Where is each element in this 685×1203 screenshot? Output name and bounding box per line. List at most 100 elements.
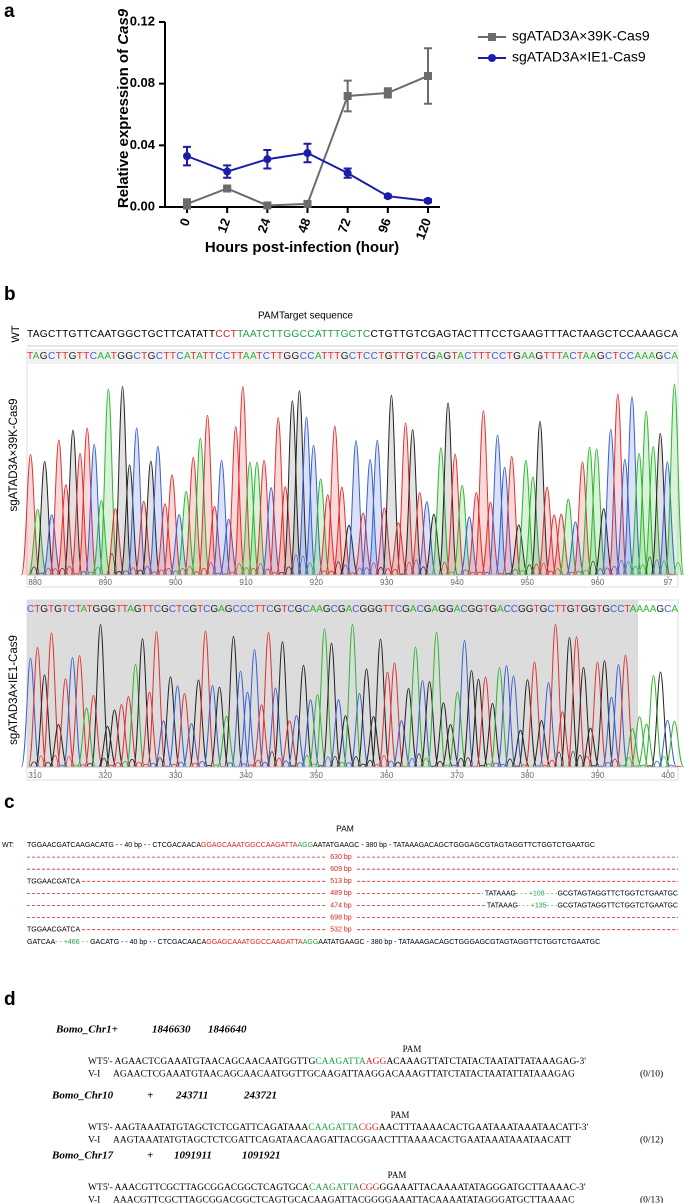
wt-label: WT <box>88 1123 103 1133</box>
base: A <box>316 604 323 615</box>
secondary-peak <box>475 571 484 576</box>
base: T <box>613 351 619 362</box>
peak <box>233 386 253 576</box>
target-label: Target sequence <box>279 311 353 322</box>
peak <box>629 452 649 576</box>
gap-bg <box>326 889 356 898</box>
base: C <box>417 604 424 615</box>
segment: CAAGATTA <box>308 1123 359 1133</box>
legend-marker <box>488 33 496 41</box>
base: T <box>111 351 117 362</box>
peak-fill <box>601 429 620 575</box>
base: A <box>454 604 461 615</box>
panel-label: a <box>4 1 15 22</box>
secondary-peak <box>373 764 381 768</box>
peak-fill <box>198 415 217 575</box>
locus-header: Bomo_Chr10 <box>51 1090 114 1102</box>
secondary-peak <box>122 570 130 576</box>
base: G <box>438 604 446 615</box>
peak <box>503 675 524 768</box>
segment: AATATGAAGC - 380 bp - TATAAAGACAGCTGGGAG… <box>313 842 595 849</box>
base: T <box>575 604 581 615</box>
base: G <box>518 604 526 615</box>
peak-fill <box>580 447 599 575</box>
peak <box>517 679 538 768</box>
peak <box>146 631 167 768</box>
secondary-peak <box>142 763 150 768</box>
peak-fill <box>120 464 139 575</box>
secondary-peak <box>30 566 39 576</box>
marker <box>424 196 432 205</box>
peak <box>454 639 475 768</box>
peak-fill <box>651 433 670 575</box>
x-tick-label: 12 <box>214 216 233 235</box>
peak <box>565 521 586 576</box>
base: G <box>367 604 375 615</box>
base: T <box>77 351 83 362</box>
base: C <box>287 604 294 615</box>
wt-label: WT <box>88 1183 103 1193</box>
trace-tick-label: 930 <box>380 578 394 587</box>
base: T <box>452 351 458 362</box>
peak <box>363 716 384 768</box>
peak <box>279 720 300 768</box>
peak-fill <box>566 521 585 575</box>
base: C <box>605 351 612 362</box>
peak-fill <box>219 519 238 575</box>
secondary-peak <box>618 764 626 768</box>
base: C <box>90 351 97 362</box>
peak-fill <box>552 514 571 575</box>
segment: 5'- AGAACTCGAAATGTAACAGCAACAATGGTTG <box>103 1057 315 1067</box>
base: G <box>292 351 300 362</box>
secondary-peak <box>450 764 458 768</box>
peak <box>211 459 232 576</box>
secondary-peak <box>205 764 213 768</box>
trace-tick-label: 890 <box>99 578 113 587</box>
trace-tick-label: 950 <box>521 578 535 587</box>
allele-right: TATAAAG- - - +135- - -GCGTAGTAGGTTCTGGTC… <box>487 902 678 909</box>
base: C <box>499 351 506 362</box>
base: G <box>446 604 454 615</box>
trace-tick-label: 920 <box>310 578 324 587</box>
base: T <box>485 351 491 362</box>
base: C <box>395 604 402 615</box>
segment: GATCAA <box>27 939 56 946</box>
marker <box>183 199 191 208</box>
base: T <box>534 604 540 615</box>
base: C <box>300 351 307 362</box>
secondary-peak <box>185 565 194 576</box>
pam-label: PAM <box>258 311 279 322</box>
peak <box>112 385 133 576</box>
segment: AACTTTAAAACACTGAATAAATAAATAACATT-3' <box>379 1123 589 1133</box>
peak <box>426 631 447 768</box>
segment: TATAAAG <box>485 890 516 897</box>
pam-label: PAM <box>388 1170 407 1180</box>
base: G <box>40 604 48 615</box>
vi-label: V-I <box>88 1196 100 1203</box>
base: T <box>237 351 243 362</box>
secondary-peak <box>499 764 507 768</box>
base: C <box>371 351 378 362</box>
secondary-peak <box>485 763 493 768</box>
peak <box>162 474 182 576</box>
base: A <box>671 351 678 362</box>
secondary-peak <box>44 567 53 576</box>
peak <box>254 459 274 576</box>
peak <box>307 694 328 768</box>
segment: AGG <box>303 939 319 946</box>
secondary-peak <box>518 570 527 576</box>
peak-fill <box>389 522 408 575</box>
secondary-peak <box>242 567 251 576</box>
peak <box>573 666 594 768</box>
peak <box>321 642 342 768</box>
base: T <box>62 351 68 362</box>
x-tick-label: 0 <box>176 216 193 228</box>
secondary-peak <box>135 761 143 768</box>
base: G <box>100 604 108 615</box>
peak <box>153 720 174 768</box>
peak <box>447 691 468 768</box>
base: G <box>69 351 77 362</box>
peak-fill <box>523 476 543 575</box>
peak-fill <box>276 486 295 575</box>
peak <box>167 685 188 768</box>
